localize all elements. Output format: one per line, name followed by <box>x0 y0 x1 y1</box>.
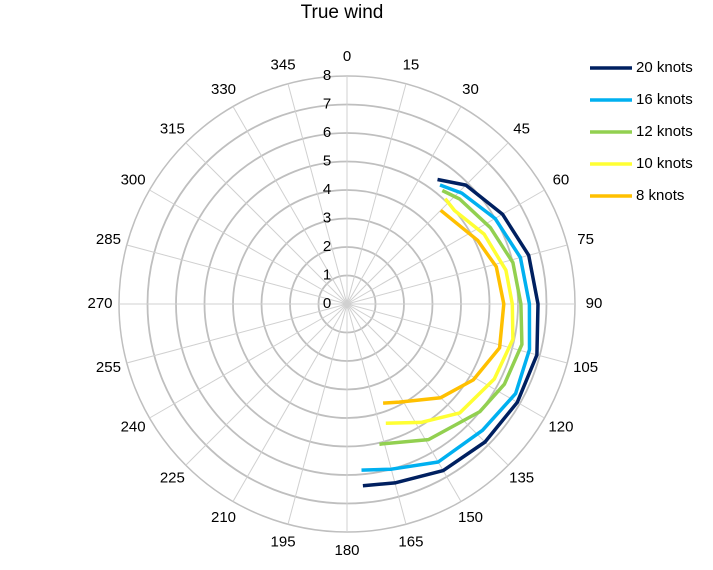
r-tick-label: 6 <box>323 124 331 141</box>
grid-spoke <box>185 303 348 466</box>
angle-label: 15 <box>403 56 420 73</box>
r-tick-label: 4 <box>323 181 331 198</box>
legend-label: 10 knots <box>636 155 693 172</box>
angle-label: 210 <box>211 509 236 526</box>
angle-label: 105 <box>573 359 598 376</box>
r-tick-label: 5 <box>323 152 331 169</box>
grid-spoke <box>346 303 568 364</box>
r-tick-label: 3 <box>323 209 331 226</box>
grid-spoke <box>346 142 509 305</box>
angle-label: 135 <box>509 470 534 487</box>
legend-label: 16 knots <box>636 91 693 108</box>
grid-spoke <box>126 303 348 364</box>
r-tick-label: 0 <box>323 295 331 312</box>
grid-spoke <box>287 83 348 305</box>
grid-spoke <box>232 303 348 502</box>
angle-label: 345 <box>271 56 296 73</box>
legend-label: 8 knots <box>636 187 684 204</box>
legend-label: 12 knots <box>636 123 693 140</box>
grid-spoke <box>346 189 545 305</box>
series-line <box>379 188 524 446</box>
angle-label: 240 <box>121 418 146 435</box>
grid-spoke <box>126 244 348 305</box>
r-tick-label: 1 <box>323 266 331 283</box>
angle-label: 270 <box>87 295 112 312</box>
chart-title: True wind <box>301 2 384 23</box>
grid-spoke <box>149 189 348 305</box>
angle-label: 195 <box>271 534 296 551</box>
grid-spoke <box>232 106 348 305</box>
r-tick-label: 8 <box>323 67 331 84</box>
angle-label: 285 <box>96 231 121 248</box>
grid-spoke <box>287 303 348 525</box>
angle-label: 45 <box>513 120 530 137</box>
angle-label: 180 <box>334 542 359 559</box>
angle-label: 60 <box>553 171 570 188</box>
angle-label: 255 <box>96 359 121 376</box>
grid-spoke <box>185 142 348 305</box>
angle-label: 30 <box>462 81 479 98</box>
grid-spoke <box>346 83 407 305</box>
series-line <box>382 208 506 405</box>
series-line <box>361 183 532 472</box>
angle-label: 75 <box>577 231 594 248</box>
grid-spoke <box>149 303 348 419</box>
angle-label: 225 <box>160 470 185 487</box>
grid-spoke <box>346 303 509 466</box>
angle-label: 0 <box>343 48 351 65</box>
angle-label: 300 <box>121 171 146 188</box>
angle-label: 120 <box>548 418 573 435</box>
legend-label: 20 knots <box>636 59 693 76</box>
series-line <box>362 177 540 488</box>
angle-label: 90 <box>586 295 603 312</box>
grid-spoke <box>346 106 462 305</box>
angle-label: 330 <box>211 81 236 98</box>
angle-label: 315 <box>160 120 185 137</box>
angle-label: 150 <box>458 509 483 526</box>
angle-label: 165 <box>398 534 423 551</box>
series-line <box>385 197 515 426</box>
grid-spoke <box>346 303 407 525</box>
grid-spoke <box>346 244 568 305</box>
r-tick-label: 2 <box>323 238 331 255</box>
r-tick-label: 7 <box>323 95 331 112</box>
